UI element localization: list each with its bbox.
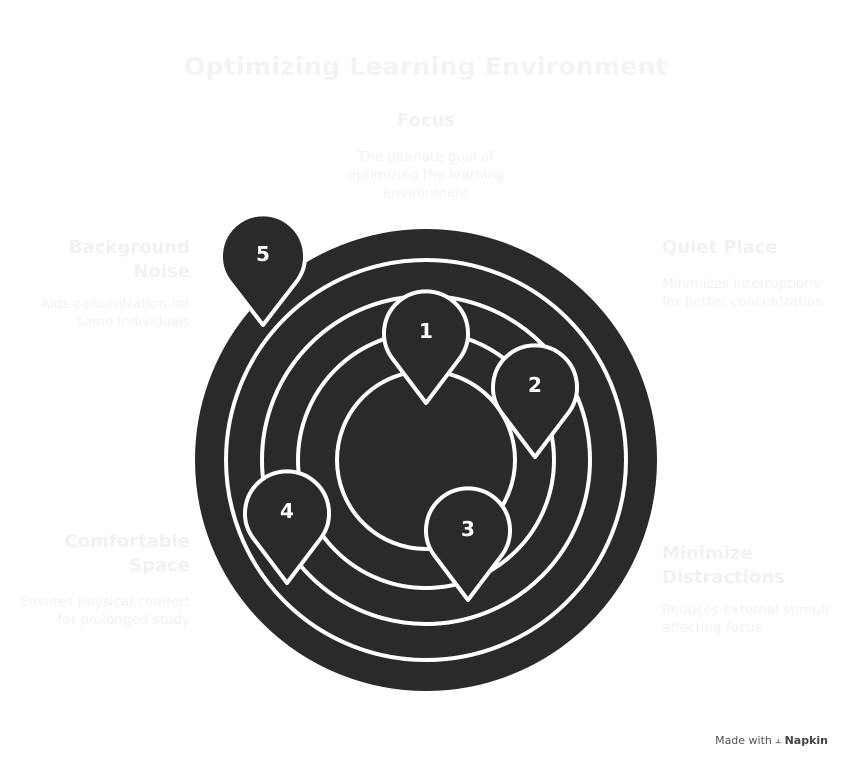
pin-3-number: 3 [461, 517, 475, 541]
diagram-title: Optimizing Learning Environment [184, 52, 668, 81]
pin-4: 4 [243, 469, 331, 585]
pin-1-number: 1 [419, 319, 433, 343]
rings [191, 225, 661, 695]
quiet-place-description: Minimizes interruptions for better conce… [662, 276, 824, 310]
focus-description: The ultimate goal of optimizing the lear… [347, 149, 505, 201]
pin-2-number: 2 [528, 373, 542, 397]
footer: Made with ⫠ Napkin [715, 733, 828, 747]
quiet-place-title: Quiet Place [662, 237, 778, 258]
pin-5-number: 5 [256, 242, 270, 266]
minimize-distractions-title: Minimize Distractions [662, 543, 785, 588]
pin-2: 2 [491, 343, 579, 459]
pin-3: 3 [424, 486, 512, 602]
comfortable-space-title: Comfortable Space [64, 531, 190, 576]
minimize-distractions-description: Reduces external stimuli affecting focus [662, 602, 829, 636]
comfortable-space-description: Ensures physical comfort for prolonged s… [20, 594, 190, 628]
pin-5: 5 [219, 212, 307, 327]
napkin-logo-icon: ⫠ [774, 733, 782, 746]
pin-1: 1 [382, 289, 470, 405]
made-with-text: Made with [715, 733, 772, 747]
napkin-brand: Napkin [784, 733, 828, 747]
background-noise-title: Background Noise [68, 237, 190, 282]
pin-4-number: 4 [280, 499, 294, 523]
focus-title: Focus [396, 110, 456, 131]
background-noise-description: Aids concentration for some individuals [40, 296, 190, 330]
